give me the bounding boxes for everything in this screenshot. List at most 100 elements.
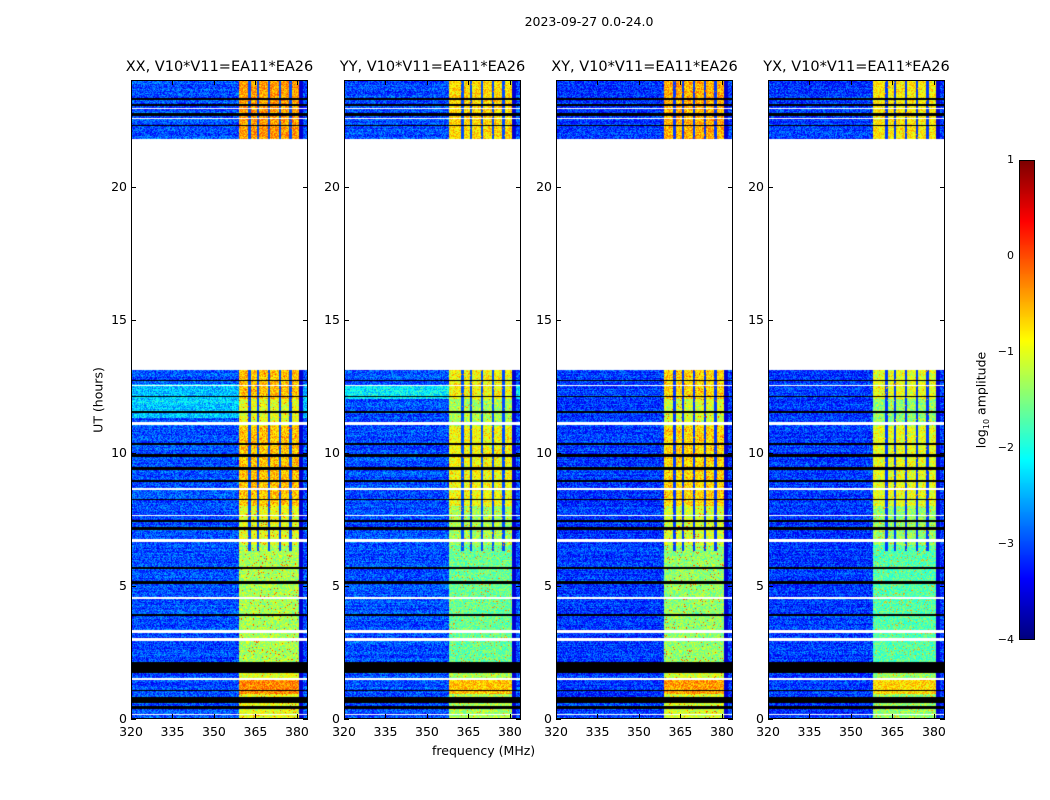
y-tick-mark: [768, 186, 773, 188]
panel-title: XX, V10*V11=EA11*EA26: [125, 59, 314, 75]
y-tick-mark: [344, 719, 349, 720]
colorbar-tick-label: −1: [997, 345, 1014, 358]
y-tick-label: 10: [324, 444, 340, 460]
x-tick-label: 350: [627, 724, 651, 739]
x-tick-mark: [721, 80, 723, 85]
x-tick-label: 365: [668, 724, 693, 739]
colorbar-label-rest: amplitude: [973, 351, 989, 419]
y-tick-mark: [516, 186, 521, 188]
y-tick-mark: [303, 319, 308, 321]
y-tick-mark: [768, 719, 773, 720]
x-tick-mark: [172, 714, 174, 719]
x-tick-mark: [344, 80, 345, 85]
x-tick-mark: [933, 714, 935, 719]
y-tick-mark: [516, 452, 521, 454]
x-tick-mark: [426, 714, 428, 719]
y-tick-mark: [344, 585, 349, 587]
y-tick-label: 15: [111, 311, 127, 327]
x-tick-mark: [296, 80, 298, 85]
y-tick-mark: [556, 452, 561, 454]
y-tick-mark: [516, 719, 521, 720]
heatmap-image: [557, 81, 732, 718]
x-tick-label: 320: [119, 724, 143, 739]
x-tick-mark: [556, 714, 557, 719]
y-tick-mark: [556, 186, 561, 188]
y-tick-mark: [940, 319, 945, 321]
y-tick-mark: [940, 719, 945, 720]
y-tick-mark: [131, 719, 136, 720]
x-tick-label: 335: [585, 724, 610, 739]
x-tick-label: 320: [544, 724, 568, 739]
y-tick-label: 15: [324, 311, 340, 327]
y-tick-label: 10: [748, 444, 764, 460]
y-tick-mark: [303, 452, 308, 454]
x-tick-mark: [344, 714, 345, 719]
x-tick-mark: [892, 714, 894, 719]
x-tick-label: 350: [839, 724, 863, 739]
y-tick-label: 20: [324, 178, 340, 194]
x-tick-label: 365: [243, 724, 268, 739]
x-tick-mark: [850, 714, 852, 719]
x-tick-label: 365: [456, 724, 481, 739]
y-tick-mark: [940, 186, 945, 188]
y-tick-mark: [303, 719, 308, 720]
y-axis-label: UT (hours): [90, 367, 106, 433]
y-tick-mark: [516, 585, 521, 587]
x-tick-mark: [768, 80, 769, 85]
y-tick-mark: [556, 319, 561, 321]
x-tick-mark: [131, 714, 132, 719]
x-tick-mark: [680, 80, 682, 85]
y-tick-mark: [728, 585, 733, 587]
y-tick-label: 0: [544, 711, 552, 726]
spectrogram-panel-4: [768, 80, 945, 719]
y-tick-mark: [131, 186, 136, 188]
x-tick-mark: [131, 80, 132, 85]
x-tick-mark: [172, 80, 174, 85]
panel-title: XY, V10*V11=EA11*EA26: [551, 59, 738, 75]
x-tick-label: 380: [922, 724, 946, 739]
x-tick-mark: [213, 80, 215, 85]
x-tick-mark: [638, 80, 640, 85]
figure-title: 2023-09-27 0.0-24.0: [524, 14, 654, 29]
x-tick-mark: [809, 714, 811, 719]
y-tick-mark: [344, 319, 349, 321]
x-tick-mark: [385, 714, 387, 719]
x-tick-mark: [255, 80, 257, 85]
x-tick-mark: [850, 80, 852, 85]
y-tick-mark: [303, 186, 308, 188]
panel-title: YY, V10*V11=EA11*EA26: [339, 59, 526, 75]
heatmap-image: [132, 81, 307, 718]
x-tick-label: 350: [415, 724, 439, 739]
y-tick-mark: [728, 186, 733, 188]
x-tick-mark: [255, 714, 257, 719]
spectrogram-panel-3: [556, 80, 733, 719]
y-tick-label: 20: [536, 178, 552, 194]
colorbar-label-sub: 10: [981, 418, 991, 430]
colorbar: [1019, 160, 1035, 640]
y-tick-mark: [516, 319, 521, 321]
y-tick-label: 5: [756, 577, 764, 593]
x-tick-label: 380: [285, 724, 309, 739]
heatmap-image: [345, 81, 520, 718]
colorbar-tick-label: 1: [1007, 153, 1014, 166]
y-tick-mark: [344, 186, 349, 188]
x-tick-mark: [638, 714, 640, 719]
y-tick-mark: [728, 319, 733, 321]
x-tick-mark: [892, 80, 894, 85]
y-tick-mark: [768, 319, 773, 321]
x-axis-label: frequency (MHz): [432, 743, 536, 758]
x-tick-mark: [809, 80, 811, 85]
x-tick-label: 350: [202, 724, 226, 739]
y-tick-mark: [728, 719, 733, 720]
spectrogram-panel-1: [131, 80, 308, 719]
x-tick-label: 365: [880, 724, 905, 739]
y-tick-label: 20: [748, 178, 764, 194]
y-tick-label: 5: [119, 577, 127, 593]
x-tick-mark: [768, 714, 769, 719]
x-tick-label: 335: [797, 724, 822, 739]
y-tick-label: 0: [332, 711, 340, 726]
x-tick-mark: [680, 714, 682, 719]
x-tick-label: 380: [498, 724, 522, 739]
y-tick-label: 5: [544, 577, 552, 593]
y-tick-label: 5: [332, 577, 340, 593]
